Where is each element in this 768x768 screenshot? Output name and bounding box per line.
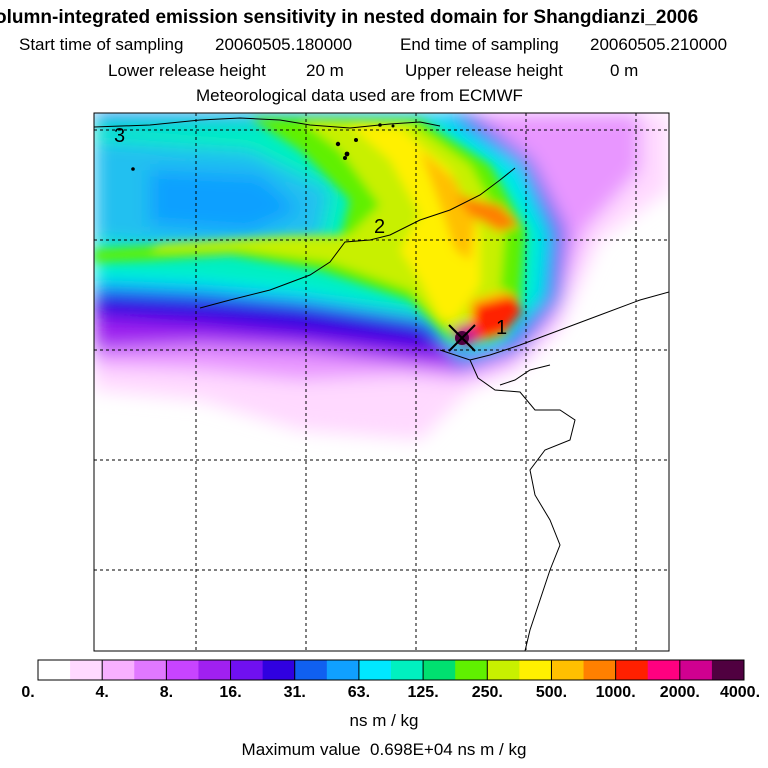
colorbar-swatch xyxy=(423,660,456,680)
colorbar-frame xyxy=(37,659,745,681)
colorbar-swatch xyxy=(294,660,328,680)
map-frame xyxy=(93,112,670,652)
colorbar-tick-label: 4000. xyxy=(719,684,761,701)
colorbar-swatch xyxy=(391,660,424,680)
colorbar-tick-label: 8. xyxy=(159,684,174,701)
sensitivity-field: 1 2 3 xyxy=(94,113,669,651)
colorbar-tick-label: 250. xyxy=(471,684,503,701)
colorbar-tick-label: 2000. xyxy=(659,684,700,701)
colorbar-swatch xyxy=(519,660,552,680)
meteorological-data-note: Meteorological data used are from ECMWF xyxy=(196,86,523,105)
colorbar-swatch xyxy=(615,660,649,680)
upper-release-value: 0 m xyxy=(610,61,639,80)
colorbar-swatch xyxy=(38,660,71,680)
colorbar-swatch xyxy=(711,660,745,680)
maximum-value: Maximum value 0.698E+04 ns m / kg xyxy=(241,740,527,759)
colorbar xyxy=(37,659,745,681)
colorbar-swatch xyxy=(358,660,392,680)
islands xyxy=(131,123,395,171)
colorbar-swatch xyxy=(230,660,264,680)
end-time-label: End time of sampling xyxy=(400,35,559,54)
colorbar-swatch xyxy=(647,660,681,680)
colorbar-swatch xyxy=(583,660,617,680)
marker-1: 1 xyxy=(496,317,507,339)
colorbar-tick-label: 4. xyxy=(95,684,109,701)
marker-3: 3 xyxy=(114,125,125,147)
start-time-label: Start time of sampling xyxy=(19,35,184,54)
colorbar-tick-label: 16. xyxy=(219,684,242,701)
end-time-value: 20060505.210000 xyxy=(590,35,728,54)
lower-release-value: 20 m xyxy=(306,61,344,80)
colorbar-swatch xyxy=(551,660,585,680)
colorbar-swatch xyxy=(487,660,520,680)
colorbar-tick-label: 63. xyxy=(347,684,371,701)
marker-2: 2 xyxy=(374,216,385,238)
receptor-marker xyxy=(448,324,476,352)
colorbar-swatch xyxy=(198,660,232,680)
colorbar-swatch xyxy=(70,660,103,680)
colorbar-units: ns m / kg xyxy=(349,711,419,730)
lower-release-label: Lower release height xyxy=(108,61,266,80)
colorbar-tick-label: 31. xyxy=(283,684,306,701)
colorbar-swatch xyxy=(262,660,296,680)
map-title: olumn-integrated emission sensitivity in… xyxy=(0,7,699,28)
colorbar-swatch xyxy=(166,660,199,680)
colorbar-swatch xyxy=(134,660,167,680)
upper-release-label: Upper release height xyxy=(405,61,563,80)
colorbar-swatch xyxy=(679,660,713,680)
colorbar-swatch xyxy=(455,660,488,680)
colorbar-tick-label: 0. xyxy=(21,684,35,701)
colorbar-swatch xyxy=(326,660,360,680)
start-time-value: 20060505.180000 xyxy=(215,35,353,54)
colorbar-tick-label: 500. xyxy=(535,684,568,701)
colorbar-tick-label: 125. xyxy=(407,684,439,701)
colorbar-swatch xyxy=(102,660,135,680)
colorbar-tick-label: 1000. xyxy=(595,684,636,701)
